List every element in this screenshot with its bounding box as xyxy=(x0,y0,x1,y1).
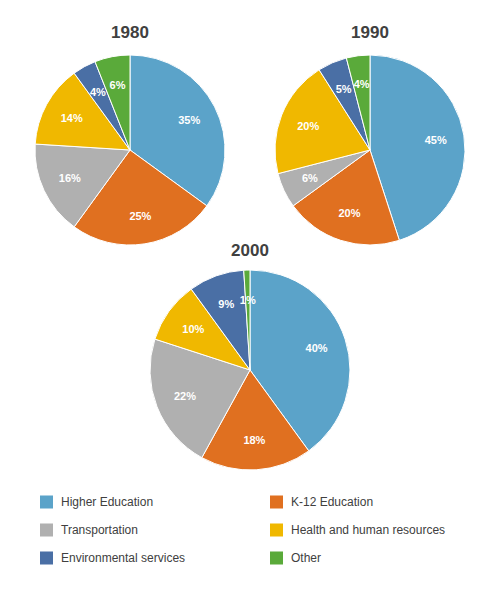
data-label: 22% xyxy=(174,390,196,402)
legend: Higher Education K-12 Education Transporta… xyxy=(40,495,445,565)
data-label: 45% xyxy=(425,134,447,146)
data-label: 5% xyxy=(336,83,352,95)
legend-label: K-12 Education xyxy=(291,495,373,509)
data-label: 4% xyxy=(90,86,106,98)
data-label: 16% xyxy=(59,172,81,184)
chart: 198035%25%16%14%4%6%199045%20%6%20%5%4%2… xyxy=(0,0,500,600)
legend-swatch xyxy=(40,552,53,565)
pie-slice xyxy=(191,270,250,370)
pie: 1980 35% 25% 16% 14% 4% 6% xyxy=(35,23,225,245)
data-label: 10% xyxy=(182,323,204,335)
data-label: 6% xyxy=(110,79,126,91)
data-label: 4% xyxy=(354,78,370,90)
legend-swatch xyxy=(270,552,283,565)
data-label: 14% xyxy=(61,112,83,124)
pie-slice xyxy=(35,144,130,227)
legend-label: Higher Education xyxy=(61,495,153,509)
data-label: 9% xyxy=(218,298,234,310)
data-label: 20% xyxy=(338,207,360,219)
legend-swatch xyxy=(40,496,53,509)
legend-label: Transportation xyxy=(61,523,138,537)
legend-item: Health and human resources xyxy=(270,523,445,537)
pie-title: 1990 xyxy=(351,23,389,42)
legend-item: Environmental services xyxy=(40,551,185,565)
data-label: 20% xyxy=(297,120,319,132)
data-label: 1% xyxy=(240,294,256,306)
legend-swatch xyxy=(270,524,283,537)
data-label: 40% xyxy=(306,342,328,354)
legend-item: K-12 Education xyxy=(270,495,373,509)
data-label: 18% xyxy=(243,434,265,446)
legend-label: Health and human resources xyxy=(291,523,445,537)
legend-label: Environmental services xyxy=(61,551,185,565)
data-label: 35% xyxy=(178,114,200,126)
legend-item: Other xyxy=(270,551,321,565)
pie-title: 1980 xyxy=(111,23,149,42)
legend-item: Transportation xyxy=(40,523,138,537)
pie-slice xyxy=(244,270,250,370)
pie-title: 2000 xyxy=(231,241,269,260)
pie-slice xyxy=(95,55,130,150)
pie: 2000 40% 18% 22% 10% 9% 1% xyxy=(150,241,350,470)
data-label: 6% xyxy=(302,172,318,184)
background xyxy=(0,0,500,600)
legend-item: Higher Education xyxy=(40,495,153,509)
data-label: 25% xyxy=(129,210,151,222)
pie: 1990 45% 20% 6% 20% 5%4% xyxy=(275,23,465,245)
legend-label: Other xyxy=(291,551,321,565)
legend-swatch xyxy=(40,524,53,537)
pie-slice xyxy=(346,55,370,150)
legend-swatch xyxy=(270,496,283,509)
